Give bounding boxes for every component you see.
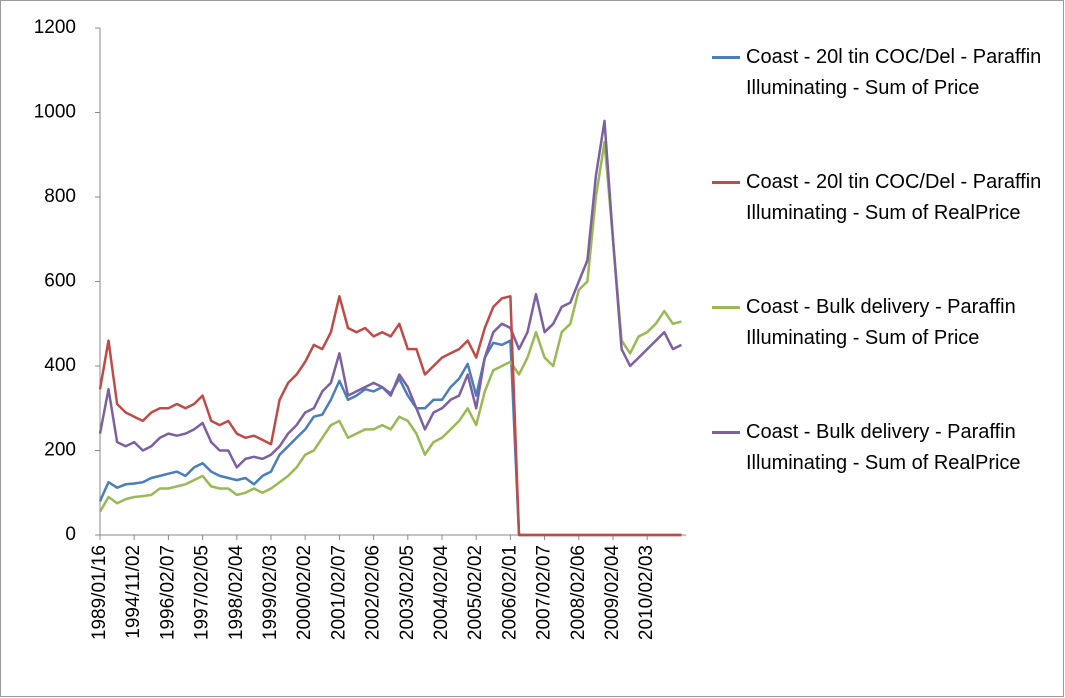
y-tick-label: 0 <box>65 524 76 545</box>
x-tick-label: 2009/02/04 <box>602 545 623 641</box>
x-tick-label: 2008/02/06 <box>568 545 589 640</box>
x-tick-label: 2005/02/02 <box>465 545 486 640</box>
y-tick-label: 1200 <box>34 17 76 38</box>
x-tick-label: 2006/02/01 <box>499 545 520 640</box>
x-tick-label: 2004/02/04 <box>431 545 452 641</box>
x-tick-label: 1996/02/07 <box>157 545 178 640</box>
legend-swatch <box>712 306 740 309</box>
y-tick-label: 200 <box>44 440 76 461</box>
x-tick-label: 1997/02/05 <box>192 545 213 640</box>
x-tick-label: 2007/02/07 <box>534 545 555 640</box>
x-tick-label: 2002/02/06 <box>363 545 384 640</box>
x-tick-label: 1999/02/03 <box>260 545 281 640</box>
x-tick-label: 2000/02/02 <box>294 545 315 640</box>
legend-label: Coast - 20l tin COC/Del - Paraffin Illum… <box>746 46 1042 99</box>
legend-entry: Coast - 20l tin COC/Del - Paraffin Illum… <box>712 42 1062 104</box>
series-line <box>98 295 682 537</box>
x-tick-label: 1994/11/02 <box>123 545 144 639</box>
x-tick-label: 1998/02/04 <box>226 545 247 641</box>
x-tick-label: 2003/02/05 <box>397 545 418 640</box>
y-tick-label: 400 <box>44 355 76 376</box>
legend-entry: Coast - Bulk delivery - Paraffin Illumin… <box>712 417 1062 479</box>
legend-label: Coast - Bulk delivery - Paraffin Illumin… <box>746 296 1016 349</box>
series-line <box>98 119 682 469</box>
y-tick-label: 800 <box>44 186 76 207</box>
legend-swatch <box>712 181 740 184</box>
x-tick-label: 2001/02/07 <box>328 545 349 640</box>
legend-swatch <box>712 431 740 434</box>
y-tick-label: 600 <box>44 271 76 292</box>
legend-label: Coast - Bulk delivery - Paraffin Illumin… <box>746 421 1021 474</box>
legend-entry: Coast - 20l tin COC/Del - Paraffin Illum… <box>712 167 1062 229</box>
x-tick-label: 2010/02/03 <box>636 545 657 640</box>
legend-entry: Coast - Bulk delivery - Paraffin Illumin… <box>712 292 1062 354</box>
legend-label: Coast - 20l tin COC/Del - Paraffin Illum… <box>746 171 1042 224</box>
legend-swatch <box>712 56 740 59</box>
x-tick-label: 1989/01/16 <box>89 545 110 640</box>
series-line <box>98 140 682 513</box>
y-tick-label: 1000 <box>34 102 76 123</box>
